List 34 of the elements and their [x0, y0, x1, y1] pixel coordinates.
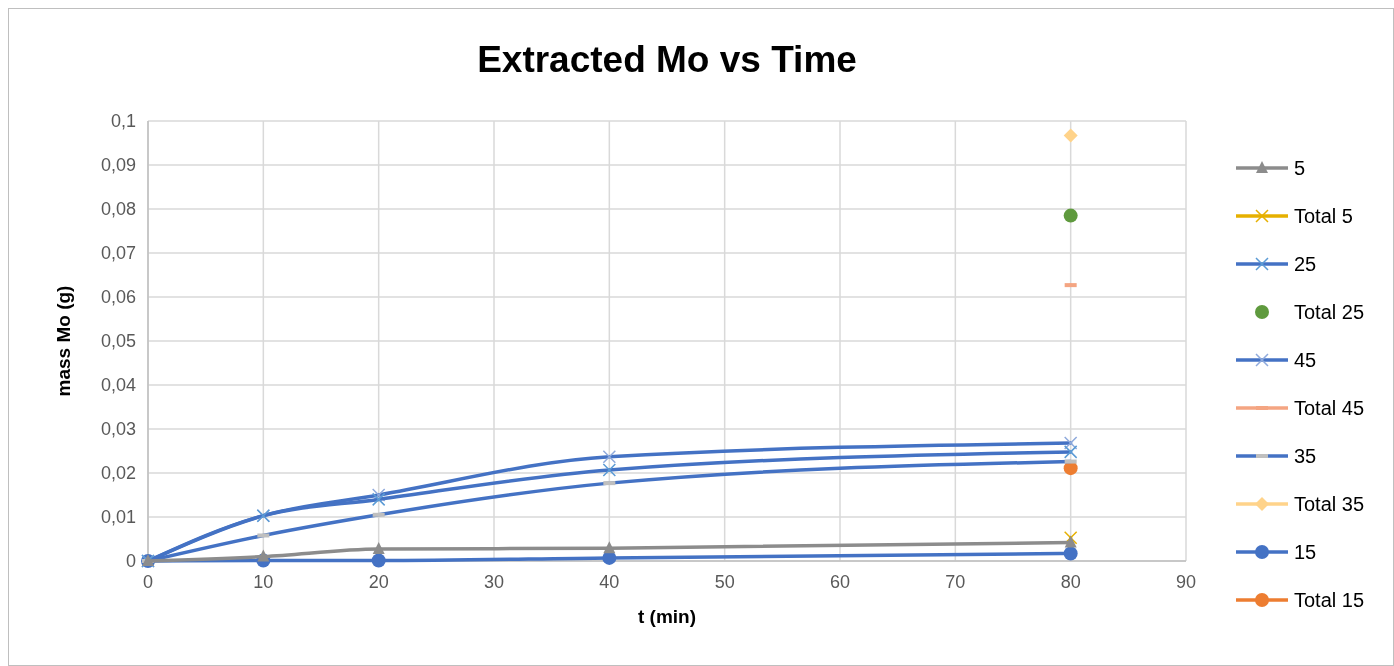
y-tick-label: 0,07 — [100, 243, 136, 263]
x-tick-label: 20 — [368, 572, 389, 592]
chart-title: Extracted Mo vs Time — [477, 39, 857, 80]
legend-label: Total 45 — [1294, 397, 1365, 419]
y-tick-label: 0,09 — [100, 155, 136, 175]
legend-label: 35 — [1294, 445, 1317, 467]
legend-label: 25 — [1294, 253, 1317, 275]
y-tick-label: 0,08 — [100, 199, 136, 219]
legend-label: Total 25 — [1294, 301, 1365, 323]
y-tick-label: 0,05 — [100, 331, 136, 351]
legend-label: 15 — [1294, 541, 1317, 563]
y-tick-label: 0,04 — [100, 375, 136, 395]
x-tick-label: 70 — [945, 572, 966, 592]
legend-label: Total 15 — [1294, 589, 1365, 611]
x-tick-label: 40 — [599, 572, 620, 592]
x-tick-label: 30 — [483, 572, 505, 592]
y-tick-label: 0,01 — [100, 507, 136, 527]
x-tick-label: 0 — [142, 572, 154, 592]
legend-label: 5 — [1294, 157, 1306, 179]
x-tick-label: 10 — [253, 572, 274, 592]
y-tick-label: 0,06 — [100, 287, 136, 307]
y-axis-title: mass Mo (g) — [53, 285, 74, 397]
x-tick-label: 50 — [714, 572, 735, 592]
legend-label: 45 — [1294, 349, 1317, 371]
y-tick-label: 0 — [125, 551, 136, 571]
y-tick-label: 0,02 — [100, 463, 136, 483]
x-tick-label: 90 — [1175, 572, 1197, 592]
y-tick-label: 0,1 — [110, 111, 136, 131]
legend-label: Total 35 — [1294, 493, 1365, 515]
x-axis-title: t (min) — [637, 606, 697, 627]
y-tick-label: 0,03 — [100, 419, 136, 439]
legend-label: Total 5 — [1294, 205, 1353, 227]
x-tick-label: 80 — [1060, 572, 1081, 592]
x-tick-label: 60 — [829, 572, 851, 592]
